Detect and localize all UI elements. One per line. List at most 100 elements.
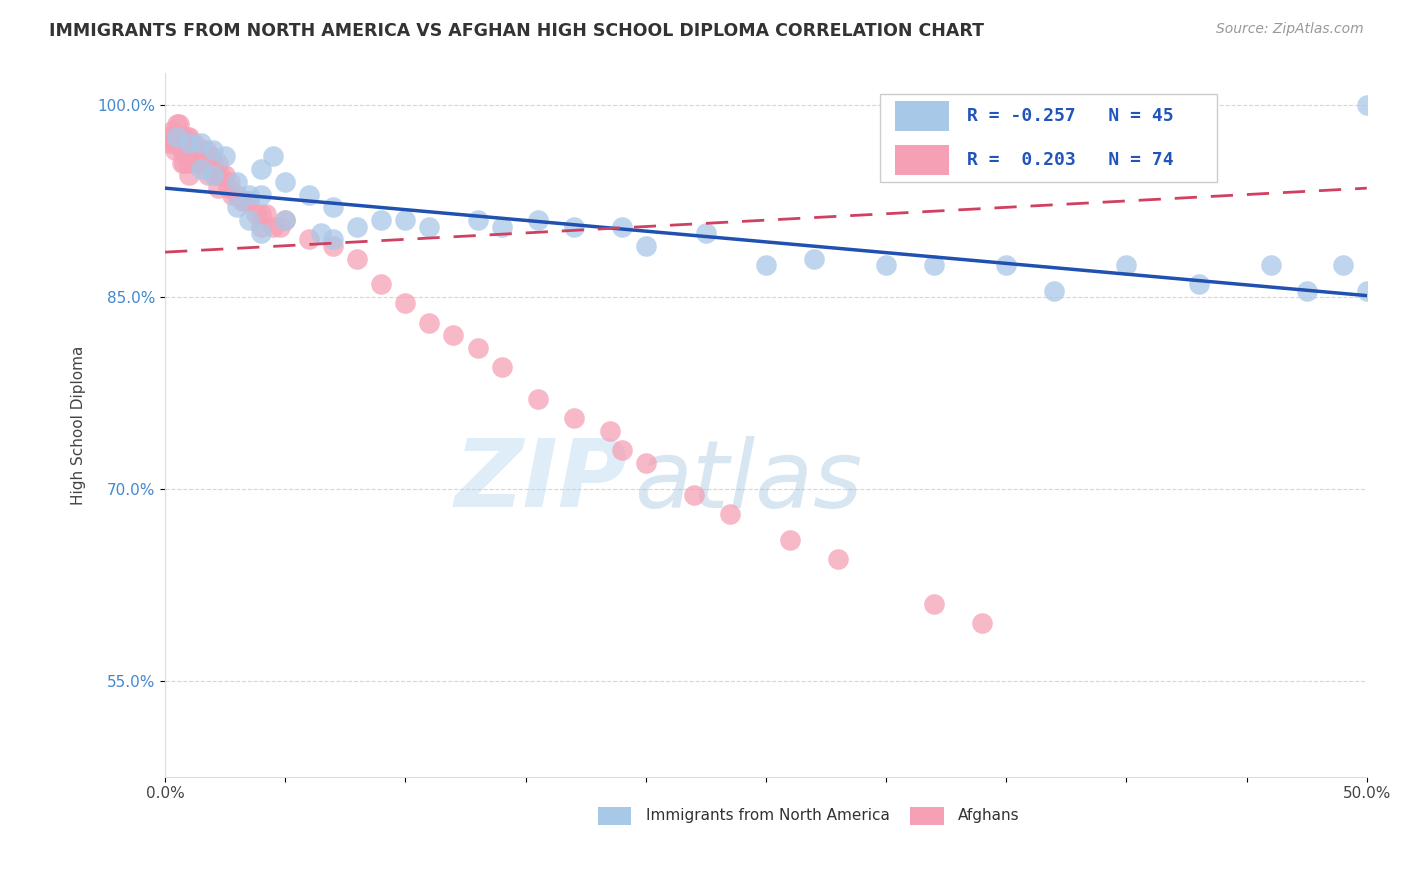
- Point: [250, 207, 273, 221]
- Point: [219, 175, 242, 189]
- Point: [1295, 284, 1317, 298]
- Point: [346, 252, 368, 266]
- Point: [682, 488, 704, 502]
- Point: [1331, 258, 1354, 272]
- Point: [166, 130, 188, 145]
- Bar: [880, 94, 1216, 182]
- Point: [262, 219, 284, 234]
- Point: [179, 130, 201, 145]
- Point: [1355, 284, 1378, 298]
- Point: [274, 175, 297, 189]
- Point: [634, 238, 657, 252]
- Bar: [598, 807, 631, 824]
- Text: Immigrants from North America: Immigrants from North America: [645, 808, 890, 823]
- Point: [197, 155, 219, 169]
- Point: [250, 219, 273, 234]
- Point: [1187, 277, 1209, 292]
- Point: [562, 411, 585, 425]
- Point: [1260, 258, 1282, 272]
- Point: [972, 616, 994, 631]
- Point: [231, 194, 253, 208]
- Point: [202, 155, 225, 169]
- Text: R = -0.257   N = 45: R = -0.257 N = 45: [967, 107, 1173, 125]
- Point: [250, 226, 273, 240]
- Point: [202, 169, 225, 183]
- Point: [156, 130, 179, 145]
- Point: [298, 187, 321, 202]
- Point: [217, 181, 239, 195]
- Point: [322, 238, 344, 252]
- Point: [187, 149, 209, 163]
- Point: [162, 123, 184, 137]
- Point: [491, 219, 513, 234]
- Point: [418, 316, 440, 330]
- Point: [827, 552, 849, 566]
- Text: atlas: atlas: [634, 435, 862, 526]
- Point: [322, 232, 344, 246]
- Point: [875, 258, 897, 272]
- Point: [169, 117, 191, 131]
- Point: [197, 169, 219, 183]
- Point: [250, 161, 273, 176]
- Point: [200, 149, 222, 163]
- Point: [311, 226, 333, 240]
- Point: [186, 155, 208, 169]
- Text: R =  0.203   N = 74: R = 0.203 N = 74: [967, 151, 1173, 169]
- Point: [179, 169, 201, 183]
- Point: [207, 155, 229, 169]
- Point: [610, 443, 633, 458]
- Point: [599, 424, 621, 438]
- Bar: [894, 102, 949, 131]
- Point: [467, 341, 489, 355]
- Point: [370, 213, 392, 227]
- Point: [254, 207, 277, 221]
- Point: [170, 143, 193, 157]
- Point: [166, 117, 188, 131]
- Point: [803, 252, 825, 266]
- Point: [298, 232, 321, 246]
- Point: [194, 143, 217, 157]
- Point: [238, 194, 260, 208]
- Bar: [910, 807, 943, 824]
- Point: [183, 149, 205, 163]
- Point: [922, 597, 945, 611]
- Point: [193, 149, 215, 163]
- Point: [236, 194, 259, 208]
- Point: [207, 181, 229, 195]
- Point: [1115, 258, 1137, 272]
- Text: Source: ZipAtlas.com: Source: ZipAtlas.com: [1216, 22, 1364, 37]
- Y-axis label: High School Diploma: High School Diploma: [72, 345, 86, 505]
- Point: [1355, 98, 1378, 112]
- Point: [634, 456, 657, 470]
- Point: [173, 136, 195, 151]
- Point: [221, 187, 243, 202]
- Point: [176, 149, 198, 163]
- Point: [562, 219, 585, 234]
- Point: [190, 161, 212, 176]
- Point: [695, 226, 717, 240]
- Text: ZIP: ZIP: [456, 435, 627, 527]
- Point: [214, 149, 236, 163]
- Point: [173, 155, 195, 169]
- Point: [190, 136, 212, 151]
- Point: [190, 155, 212, 169]
- Point: [166, 130, 188, 145]
- Point: [179, 155, 201, 169]
- Point: [467, 213, 489, 227]
- Text: IMMIGRANTS FROM NORTH AMERICA VS AFGHAN HIGH SCHOOL DIPLOMA CORRELATION CHART: IMMIGRANTS FROM NORTH AMERICA VS AFGHAN …: [49, 22, 984, 40]
- Point: [180, 143, 202, 157]
- Point: [491, 360, 513, 375]
- Point: [245, 207, 267, 221]
- Point: [183, 136, 205, 151]
- Point: [179, 136, 201, 151]
- Point: [922, 258, 945, 272]
- Point: [179, 143, 201, 157]
- Point: [226, 175, 249, 189]
- Point: [214, 169, 236, 183]
- Point: [995, 258, 1018, 272]
- Point: [159, 136, 181, 151]
- Point: [394, 296, 416, 310]
- Point: [346, 219, 368, 234]
- Point: [202, 143, 225, 157]
- Point: [186, 143, 208, 157]
